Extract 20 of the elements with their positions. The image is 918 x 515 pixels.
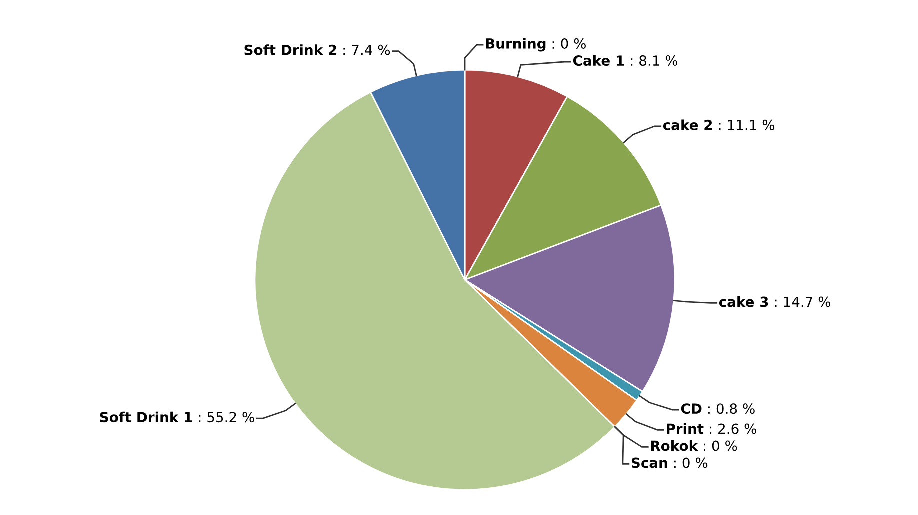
legend-label: Rokok: [651, 440, 698, 452]
text: : 0 %: [674, 458, 708, 468]
data-label: : 11.1 %: [719, 120, 775, 130]
data-label: : 8.1 %: [631, 56, 678, 66]
slice-label: Print: [667, 423, 704, 434]
data-label: : 0.8 %: [708, 404, 755, 414]
category-label: Scan: [632, 458, 668, 468]
category-label: Burning: [486, 38, 546, 52]
slice-label: Soft Drink 2: [244, 44, 336, 56]
data-label: : 7.4 %: [344, 44, 390, 56]
text: : 0 %: [704, 440, 738, 452]
data-label: : 55.2 %: [199, 412, 254, 423]
slice-label: Soft Drink 1: [100, 412, 192, 423]
data-label: : 2.6 %: [710, 424, 756, 434]
data-label: : 14.7 %: [775, 296, 831, 308]
slice-label: Cake 1: [573, 55, 624, 66]
slice-label: CD: [681, 404, 702, 414]
slice-label: cake 2: [663, 120, 712, 130]
text: : 0 %: [552, 38, 586, 50]
slice-label: cake 3: [719, 296, 768, 308]
